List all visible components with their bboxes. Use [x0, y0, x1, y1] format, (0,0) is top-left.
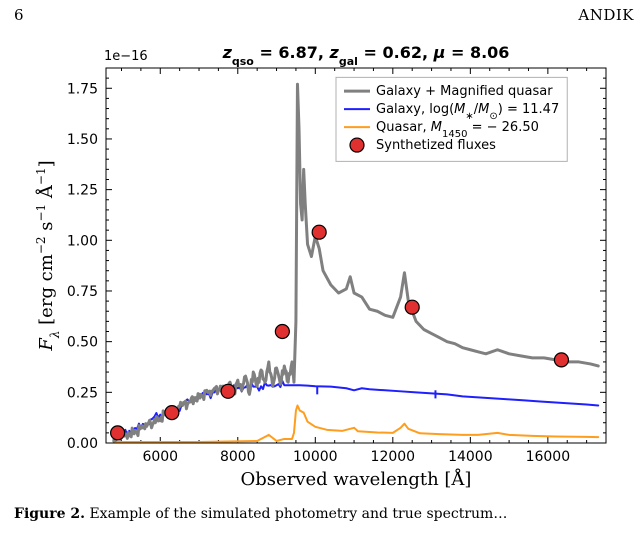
- page-number: 6: [14, 6, 24, 24]
- svg-text:Fλ [erg cm−2 s−1 Å−1]: Fλ [erg cm−2 s−1 Å−1]: [34, 160, 62, 351]
- svg-text:1.75: 1.75: [67, 81, 98, 97]
- caption-label: Figure 2.: [14, 506, 85, 522]
- running-head: ANDIK: [578, 6, 634, 24]
- svg-text:1.25: 1.25: [67, 183, 98, 199]
- svg-text:0.00: 0.00: [67, 436, 98, 452]
- svg-text:0.75: 0.75: [67, 284, 98, 300]
- svg-text:1.00: 1.00: [67, 233, 98, 249]
- svg-text:8000: 8000: [220, 449, 256, 465]
- spectrum-chart: 6000 8000 10000 12000 14000 16000 0.00 0.25 0.50…: [18, 38, 618, 498]
- svg-text:1e−16: 1e−16: [104, 49, 148, 64]
- figure-caption: Figure 2. Example of the simulated photo…: [14, 506, 507, 522]
- svg-text:Observed wavelength [Å]: Observed wavelength [Å]: [241, 468, 472, 490]
- svg-text:6000: 6000: [142, 449, 178, 465]
- chart-svg: 6000 8000 10000 12000 14000 16000 0.00 0.25 0.50…: [18, 38, 618, 498]
- svg-text:16000: 16000: [526, 449, 571, 465]
- caption-text: Example of the simulated photometry and …: [89, 506, 507, 522]
- svg-text:1.50: 1.50: [67, 132, 98, 148]
- svg-text:zqso = 6.87, zgal = 0.62, μ =: zqso = 6.87, zgal = 0.62, μ = 8.06: [222, 43, 510, 68]
- svg-text:12000: 12000: [371, 449, 416, 465]
- svg-text:14000: 14000: [448, 449, 493, 465]
- svg-text:Galaxy + Magnified quasar: Galaxy + Magnified quasar: [376, 84, 553, 99]
- svg-text:10000: 10000: [293, 449, 338, 465]
- svg-text:Synthetized fluxes: Synthetized fluxes: [376, 138, 496, 153]
- svg-text:0.50: 0.50: [67, 335, 98, 351]
- svg-text:0.25: 0.25: [67, 385, 98, 401]
